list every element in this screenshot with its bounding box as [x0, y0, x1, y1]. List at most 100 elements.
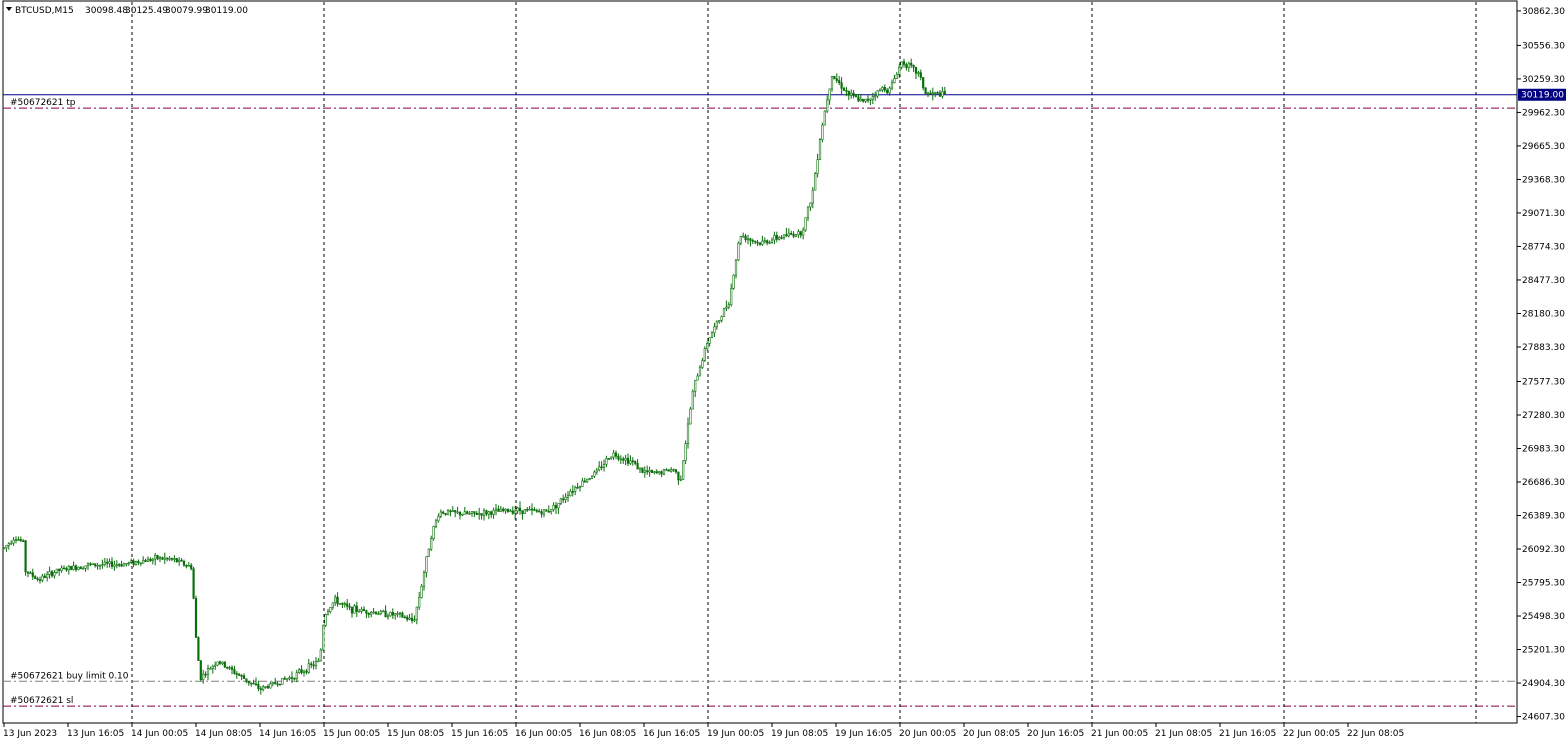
candle-body — [425, 556, 428, 573]
candle-body — [828, 88, 831, 101]
candle-body — [72, 565, 75, 571]
candle-body — [859, 98, 862, 102]
candle-body — [288, 677, 291, 680]
candle-body — [163, 557, 166, 560]
y-tick-label: 27280.30 — [1522, 411, 1565, 421]
candle-body — [197, 637, 200, 661]
candle-body — [732, 274, 735, 289]
candle-body — [94, 563, 97, 566]
candle-body — [763, 240, 766, 242]
candle-body — [727, 304, 730, 308]
y-tick-label: 26983.30 — [1522, 444, 1565, 454]
candle-body — [17, 539, 20, 541]
candle-body — [118, 564, 121, 566]
candle-body — [82, 567, 85, 570]
x-tick-label: 21 Jun 00:05 — [1091, 729, 1148, 739]
y-tick-label: 25795.30 — [1522, 579, 1565, 589]
candle-body — [634, 461, 637, 464]
candle-body — [362, 609, 366, 611]
candle-body — [780, 237, 783, 239]
candle-body — [96, 565, 99, 567]
candle-body — [252, 682, 255, 685]
candle-body — [722, 308, 726, 317]
y-tick-label: 29665.30 — [1522, 142, 1565, 152]
candle-body — [358, 610, 361, 613]
candle-body — [540, 511, 543, 515]
candle-body — [895, 74, 898, 79]
x-tick-label: 22 Jun 00:05 — [1283, 729, 1340, 739]
candle-body — [643, 470, 646, 473]
candle-body — [506, 508, 510, 512]
candle-body — [518, 507, 522, 511]
candle-body — [242, 675, 246, 680]
x-tick-label: 15 Jun 16:05 — [451, 729, 508, 739]
candle-body — [463, 511, 466, 515]
candle-body — [696, 375, 699, 381]
vertical-grid — [131, 2, 1477, 723]
candle-body — [230, 667, 234, 670]
candle-body — [336, 596, 339, 605]
x-tick-label: 15 Jun 00:05 — [323, 729, 380, 739]
candle-body — [802, 229, 805, 236]
candle-body — [842, 88, 846, 91]
candle-body — [89, 563, 92, 566]
candle-body — [586, 478, 589, 483]
candle-body — [19, 539, 22, 541]
candle-body — [182, 560, 186, 566]
candle-body — [456, 511, 459, 514]
candle-body — [46, 574, 49, 578]
candle-body — [329, 607, 332, 613]
symbol-label: BTCUSD,M15 — [15, 6, 74, 16]
candle-body — [730, 288, 733, 306]
candle-body — [600, 466, 603, 469]
candle-body — [391, 611, 394, 616]
candle-body — [746, 238, 750, 241]
candle-body — [806, 206, 810, 219]
candle-body — [343, 603, 346, 606]
candle-body — [31, 572, 34, 577]
candle-body — [67, 565, 70, 571]
candle-body — [610, 456, 613, 459]
candle-body — [278, 683, 282, 686]
candle-body — [408, 617, 411, 620]
candle-body — [475, 512, 478, 515]
candle-body — [768, 242, 771, 244]
candle-body — [701, 360, 704, 368]
candle-body — [653, 471, 656, 473]
candle-body — [50, 571, 54, 577]
candle-body — [614, 452, 618, 457]
candle-body — [888, 87, 891, 94]
candle-body — [168, 558, 171, 560]
candle-body — [266, 686, 270, 689]
candle-body — [269, 683, 272, 689]
candle-body — [43, 575, 46, 578]
y-tick-label: 26389.30 — [1522, 512, 1565, 522]
chevron-down-icon[interactable] — [6, 7, 12, 11]
candle-body — [398, 612, 402, 615]
candle-body — [886, 89, 889, 94]
candle-body — [305, 670, 308, 673]
candle-body — [334, 596, 337, 604]
candle-body — [418, 597, 421, 608]
candle-body — [10, 542, 13, 545]
candle-body — [175, 558, 178, 563]
candle-body — [528, 508, 531, 511]
candle-body — [912, 64, 915, 68]
candle-body — [470, 511, 474, 514]
candle-body — [602, 464, 606, 468]
candle-body — [290, 677, 294, 679]
candle-body — [108, 561, 111, 564]
candle-body — [218, 661, 222, 664]
candle-body — [101, 564, 104, 566]
candle-body — [605, 458, 608, 465]
candle-body — [792, 234, 795, 237]
candle-body — [259, 688, 262, 690]
candle-body — [816, 159, 819, 174]
candle-body — [454, 510, 457, 513]
candle-body — [857, 96, 860, 102]
candle-body — [12, 539, 15, 544]
candle-body — [900, 61, 903, 68]
candle-body — [113, 564, 116, 567]
